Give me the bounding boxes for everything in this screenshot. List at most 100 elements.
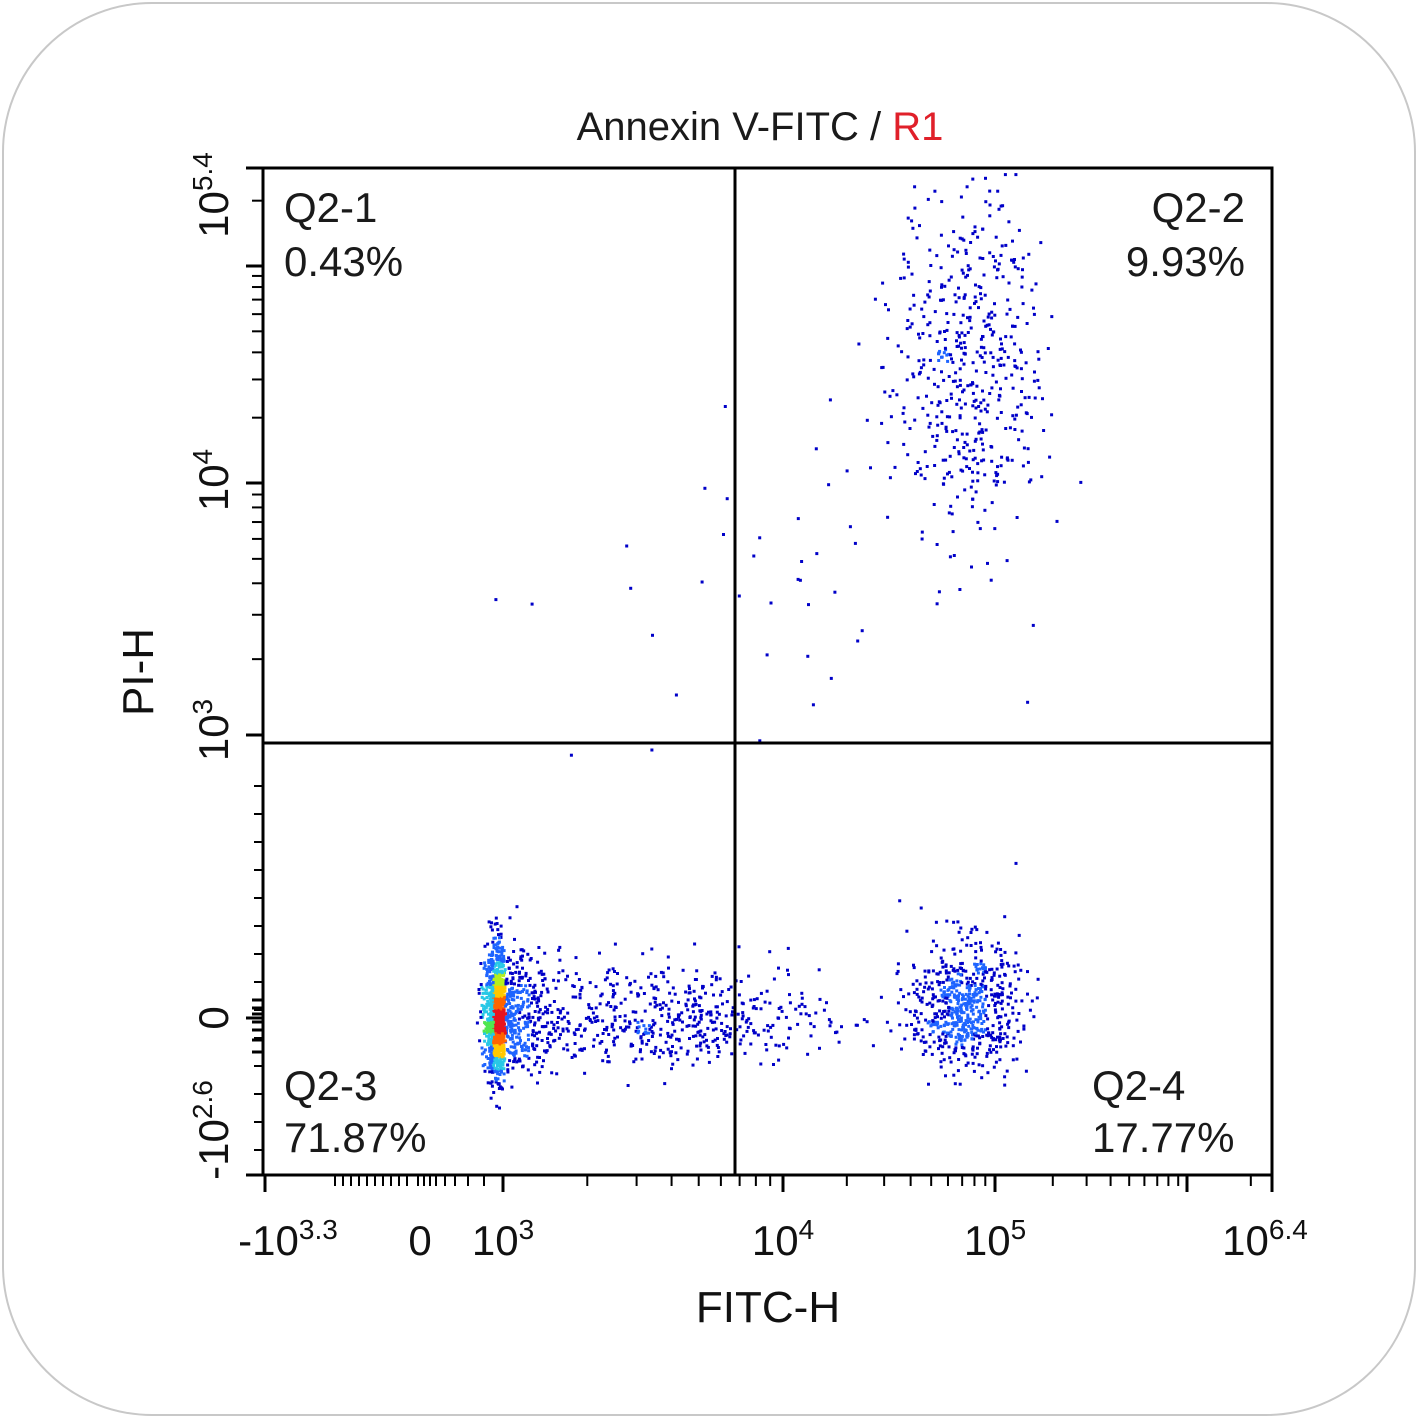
event-dot <box>506 1049 510 1053</box>
event-dot <box>555 1021 559 1024</box>
event-dot <box>812 1025 816 1029</box>
event-dot <box>651 1019 655 1023</box>
event-dot <box>1001 962 1005 966</box>
event-dot <box>965 976 969 980</box>
event-dot <box>944 458 948 462</box>
event-dot <box>521 966 524 970</box>
event-dot <box>993 302 996 306</box>
event-dot <box>833 590 837 594</box>
event-dot <box>947 244 950 248</box>
event-dot <box>989 351 993 355</box>
event-dot <box>629 1044 633 1048</box>
event-dot <box>976 479 980 483</box>
event-dot <box>777 1058 781 1062</box>
event-dot <box>601 1032 605 1035</box>
event-dot <box>946 321 950 324</box>
event-dot <box>1001 204 1005 208</box>
event-dot <box>697 1030 701 1034</box>
event-dot <box>754 1007 758 1011</box>
event-dot <box>496 1000 500 1003</box>
event-dot <box>944 1001 948 1005</box>
event-dot <box>1003 1032 1007 1036</box>
event-dot <box>594 1006 598 1010</box>
event-dot <box>981 335 985 339</box>
event-dot <box>953 983 957 987</box>
event-dot <box>945 353 949 357</box>
event-dot <box>971 1045 975 1049</box>
event-dot <box>639 1048 642 1052</box>
event-dot <box>954 1042 958 1046</box>
event-dot <box>486 1081 490 1085</box>
event-dot <box>482 1029 486 1033</box>
quadrant-q2-1-name: Q2-1 <box>284 184 377 231</box>
event-dot <box>515 989 519 993</box>
event-dot <box>587 1015 591 1019</box>
event-dot <box>490 958 494 962</box>
event-dot <box>487 961 491 964</box>
event-dot <box>1034 282 1038 286</box>
event-dot <box>1031 623 1035 627</box>
event-dot <box>720 1021 724 1025</box>
event-dot <box>966 264 970 268</box>
event-dot <box>1016 1029 1020 1033</box>
event-dot <box>774 1043 778 1047</box>
event-dot <box>492 964 496 968</box>
event-dot <box>556 979 560 983</box>
event-dot <box>566 1011 570 1015</box>
event-dot <box>940 421 944 425</box>
event-dot <box>933 444 937 448</box>
event-dot <box>920 530 924 534</box>
event-dot <box>1000 999 1004 1003</box>
event-dot <box>499 1068 503 1072</box>
event-dot <box>1008 984 1012 988</box>
event-dot <box>725 497 729 501</box>
event-dot <box>536 1081 539 1085</box>
event-dot <box>800 996 804 1000</box>
event-dot <box>971 497 975 501</box>
event-dot <box>945 415 949 419</box>
event-dot <box>633 979 637 983</box>
axis-ticks <box>246 166 1274 1192</box>
event-dot <box>1011 386 1015 390</box>
event-dot <box>1001 275 1005 279</box>
event-dot <box>964 457 968 461</box>
event-dot <box>694 1034 698 1038</box>
event-dot <box>493 922 497 926</box>
event-dot <box>661 971 665 975</box>
event-dot <box>961 313 965 317</box>
event-dot <box>537 971 541 975</box>
event-dot <box>497 1069 501 1073</box>
event-dot <box>902 252 906 256</box>
event-dot <box>502 1067 506 1071</box>
event-dot <box>939 988 943 992</box>
event-dot <box>983 966 987 970</box>
event-dot <box>804 1012 808 1016</box>
event-dot <box>788 993 791 997</box>
event-dot <box>520 1049 524 1052</box>
event-dot <box>490 1084 494 1088</box>
event-dot <box>879 995 883 999</box>
event-dot <box>653 1049 657 1053</box>
event-dot <box>994 471 998 475</box>
event-dot <box>488 1066 492 1070</box>
event-dot <box>997 398 1001 402</box>
event-dot <box>973 301 976 305</box>
event-dot <box>623 1019 627 1023</box>
event-dot <box>972 1037 976 1041</box>
event-dot <box>952 1024 956 1028</box>
event-dot <box>488 1037 491 1041</box>
event-dot <box>996 1035 999 1039</box>
event-dot <box>525 1023 529 1027</box>
event-dot <box>1050 315 1054 319</box>
event-dot <box>715 1010 719 1014</box>
event-dot <box>961 1023 965 1027</box>
event-dot <box>1000 981 1004 985</box>
event-dot <box>527 979 530 982</box>
event-dot <box>480 1046 484 1050</box>
x-tick-label: 106.4 <box>1222 1214 1308 1264</box>
event-dot <box>521 1003 525 1007</box>
event-dot <box>1011 324 1014 328</box>
event-dot <box>973 1055 977 1059</box>
event-dot <box>723 405 727 408</box>
event-dot <box>988 214 992 218</box>
